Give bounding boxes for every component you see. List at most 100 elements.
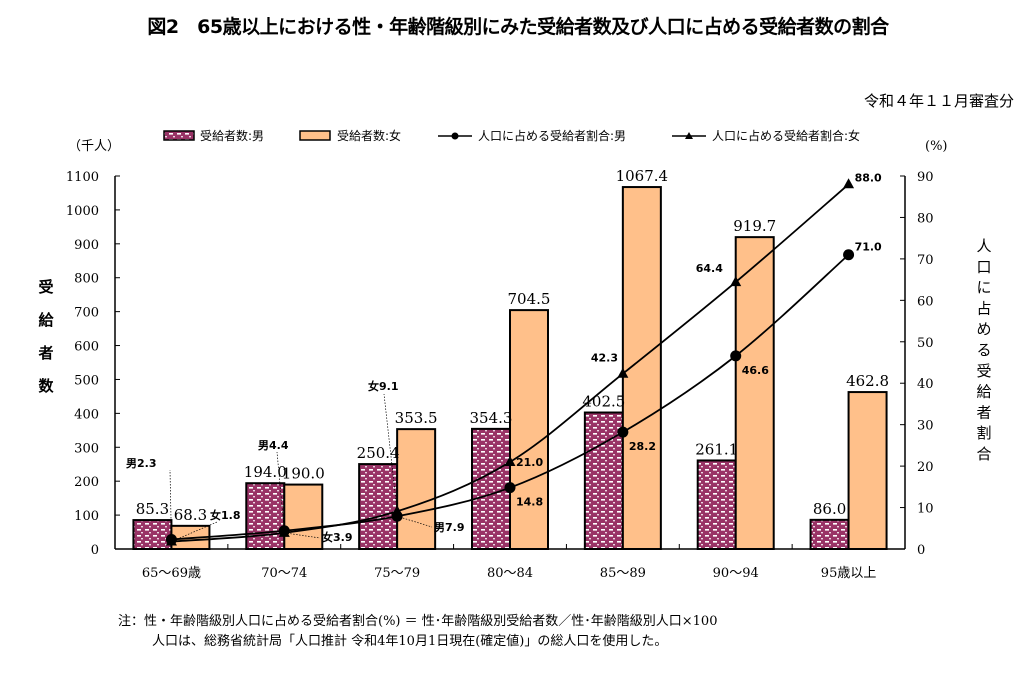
left-tick-label: 400 [74,407,99,422]
right-tick-label: 20 [917,460,934,475]
bar-female [734,236,775,550]
left-tick-label: 500 [74,373,99,388]
bar-male-label: 402.5 [582,393,625,411]
bar-male [358,463,399,551]
left-tick-label: 100 [74,509,99,524]
right-axis-title-char: 給 [976,383,991,401]
bar-female [396,428,437,551]
legend-swatch-female-count [299,130,331,141]
bar-female-label: 353.5 [395,409,438,427]
marker-female-ratio [617,367,629,378]
right-axis-title-char: に [976,279,991,297]
left-axis-title-char: 受 [38,278,53,296]
marker-male-ratio [843,249,855,261]
line-male-label: 14.8 [516,496,543,509]
bar-female-label: 704.5 [508,290,551,308]
right-axis-title-char: 口 [976,258,991,276]
x-tick-label: 65～69歳 [142,566,201,581]
line-female-label: 21.0 [516,456,543,469]
x-tick-label: 95歳以上 [821,566,877,581]
left-tick-label: 1000 [66,204,99,219]
right-axis-title-char: 合 [976,445,991,463]
left-axis-unit: （千人） [68,139,120,154]
bar-female-label: 68.3 [174,506,207,524]
right-tick-label: 70 [917,253,934,268]
legend-marker-male-ratio [451,132,459,140]
bar-male-label: 194.0 [244,463,287,481]
right-tick-label: 50 [917,336,934,351]
x-tick-label: 90～94 [713,566,759,581]
marker-male-ratio [617,426,629,438]
annotation-leader [276,451,285,531]
annotation-label: 女1.8 [210,508,241,522]
left-axis-title-char: 数 [38,377,54,395]
x-tick-label: 85～89 [600,566,646,581]
bar-male [245,482,286,551]
footnote-2: 人口は、総務省統計局「人口推計 令和4年10月1日現在(確定値)」の総人口を使用… [152,634,668,649]
right-tick-label: 90 [917,170,934,185]
bar-female [509,309,549,550]
x-tick-label: 80～84 [487,566,533,581]
bar-female-label: 462.8 [846,372,889,390]
bar-female [847,391,888,550]
x-tick-label: 70～74 [261,566,307,581]
bar-female-label: 190.0 [282,465,325,483]
bar-male-label: 261.1 [695,440,738,458]
annotation-label: 男2.3 [126,457,157,470]
footnote-1: 注：性・年齢階級別人口に占める受給者割合(%) ＝ 性･年齢階級別受給者数／性･… [118,614,718,629]
marker-male-ratio [730,350,742,362]
bar-male-label: 85.3 [136,500,169,518]
line-female-label: 64.4 [696,262,723,275]
right-axis-title-char: 割 [976,424,991,442]
left-tick-label: 300 [74,441,99,456]
line-male-label: 71.0 [855,241,882,254]
x-tick-label: 75～79 [374,566,420,581]
annotation-leader [397,515,433,528]
legend-label-male-ratio: 人口に占める受給者割合:男 [478,128,626,143]
bar-male [809,518,850,551]
right-axis-title-char: 占 [976,299,991,317]
legend-label-female-ratio: 人口に占める受給者割合:女 [712,128,860,143]
bar-male-label: 250.4 [357,444,400,462]
annotation-label: 女9.1 [368,379,399,393]
right-tick-label: 80 [917,211,934,226]
bar-male [471,427,511,550]
line-male-label: 46.6 [742,364,769,377]
annotation-leader [171,521,218,542]
right-axis-title-char: 者 [976,403,991,421]
right-axis-unit: (%) [925,139,948,154]
chart-subtitle: 令和４年１１月審査分 [863,92,1014,110]
bar-male-label: 354.3 [470,409,513,427]
right-axis-title-char: る [976,341,991,359]
annotation-label: 男7.9 [434,521,465,534]
legend-swatch-male-count [163,130,195,141]
marker-female-ratio [504,455,516,466]
left-tick-label: 0 [91,543,99,558]
left-tick-label: 900 [74,238,99,253]
annotation-label: 男4.4 [258,439,289,452]
line-male-label: 28.2 [629,440,656,453]
legend-label-male-count: 受給者数:男 [200,128,264,143]
bar-male [696,459,737,550]
footnotes: 注：性・年齢階級別人口に占める受給者割合(%) ＝ 性･年齢階級別受給者数／性･… [118,612,717,652]
annotation-leader [284,532,321,539]
marker-female-ratio [730,276,742,287]
right-axis-title-char: め [976,320,991,338]
marker-male-ratio [504,482,516,494]
annotation-label: 女3.9 [322,530,353,544]
line-female-label: 88.0 [855,171,882,184]
bar-female-label: 1067.4 [616,167,669,185]
left-tick-label: 1100 [66,170,99,185]
left-axis-title-char: 者 [38,344,53,362]
line-female-label: 42.3 [591,352,618,365]
right-tick-label: 40 [917,377,934,392]
right-axis-title-char: 受 [976,362,991,380]
bar-female-label: 919.7 [733,217,776,235]
bar-male [583,411,624,550]
legend: 受給者数:男 受給者数:女 人口に占める受給者割合:男 人口に占める受給者割合:女 [163,128,860,143]
annotation-leader [169,469,172,540]
legend-label-female-count: 受給者数:女 [337,128,401,143]
left-tick-label: 800 [74,272,99,287]
bar-male [132,519,173,551]
